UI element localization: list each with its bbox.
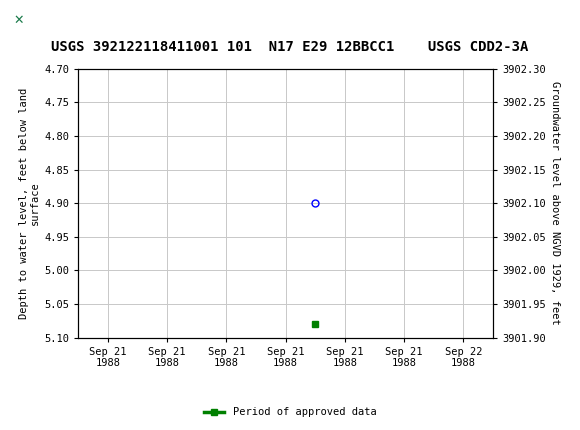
Y-axis label: Groundwater level above NGVD 1929, feet: Groundwater level above NGVD 1929, feet — [550, 81, 560, 325]
Legend: Period of approved data: Period of approved data — [200, 403, 380, 421]
FancyBboxPatch shape — [3, 4, 35, 36]
Text: USGS: USGS — [44, 11, 99, 29]
Text: USGS 392122118411001 101  N17 E29 12BBCC1    USGS CDD2-3A: USGS 392122118411001 101 N17 E29 12BBCC1… — [51, 40, 529, 54]
Y-axis label: Depth to water level, feet below land
surface: Depth to water level, feet below land su… — [19, 88, 40, 319]
Text: ✕: ✕ — [13, 13, 24, 27]
